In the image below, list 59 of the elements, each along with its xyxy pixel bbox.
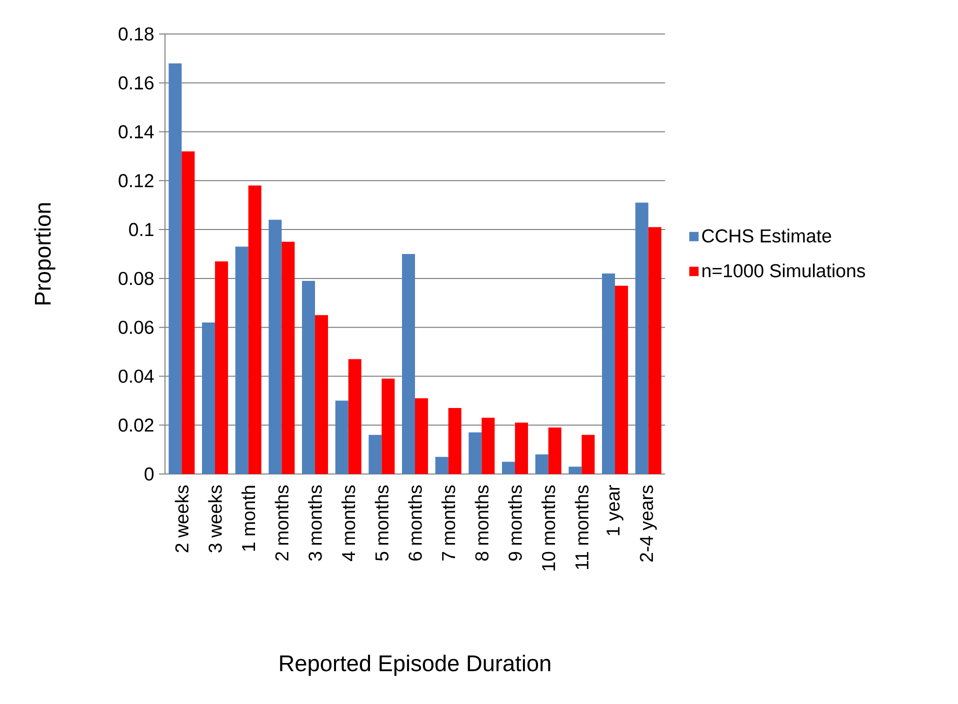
x-tick-label: 10 months [541, 485, 556, 570]
x-tick-label: 11 months [574, 485, 589, 570]
bar [415, 398, 428, 474]
x-tick-label: 9 months [508, 485, 522, 561]
y-tick-label: 0.14 [118, 125, 154, 138]
x-tick-label: 1 month [241, 486, 256, 551]
legend-label: CCHS Estimate [702, 228, 832, 243]
y-tick-label: 0.1 [129, 222, 154, 236]
x-tick-label: 3 weeks [208, 485, 222, 552]
bar [515, 422, 528, 474]
bar [202, 322, 216, 474]
bar [482, 418, 495, 474]
x-tick-label: 2 weeks [174, 485, 189, 552]
bar [382, 378, 395, 474]
x-tick-label: 1 year [606, 485, 624, 536]
y-tick-label: 0.04 [118, 370, 154, 383]
x-tick-label: 3 months [308, 485, 322, 561]
bar [268, 220, 282, 474]
x-tick-label: 6 months [408, 485, 422, 561]
x-tick-label: 8 months [474, 485, 489, 561]
x-tick-label: 5 months [374, 485, 389, 561]
bar [215, 261, 228, 474]
y-axis-title: Proportion [34, 203, 56, 304]
y-tick-label: 0.18 [118, 27, 154, 41]
y-tick-label: 0.06 [118, 320, 154, 334]
bar [402, 254, 415, 474]
bar [248, 186, 262, 474]
x-tick-label: 4 months [341, 485, 356, 562]
bar [602, 274, 615, 474]
y-tick-label: 0 [144, 467, 154, 481]
bar [335, 400, 348, 474]
y-tick-label: 0.12 [118, 174, 154, 188]
bar [615, 286, 628, 474]
bar [282, 242, 295, 474]
y-tick-label: 0.08 [118, 272, 154, 286]
bar [315, 315, 328, 474]
x-axis-title: Reported Episode Duration [280, 654, 550, 676]
x-tick-label: 7 months [441, 485, 456, 561]
bar [448, 408, 462, 474]
legend-label: n=1000 Simulations [702, 264, 866, 278]
bar [502, 462, 516, 474]
bar [435, 456, 448, 474]
bar [348, 359, 362, 474]
bar [368, 434, 382, 474]
bar [568, 466, 582, 474]
y-tick-label: 0.02 [118, 418, 154, 432]
bar [648, 227, 662, 474]
bar [468, 432, 482, 474]
x-tick-label: 2 months [274, 485, 289, 561]
bar [635, 202, 648, 474]
y-tick-label: 0.16 [118, 76, 154, 90]
bar [302, 280, 316, 474]
bar [535, 454, 548, 474]
x-tick-label: 2-4 years [640, 485, 657, 562]
bar [582, 434, 595, 474]
bar [182, 151, 195, 474]
bar [548, 428, 562, 474]
bar [168, 63, 182, 474]
bar [235, 246, 248, 474]
